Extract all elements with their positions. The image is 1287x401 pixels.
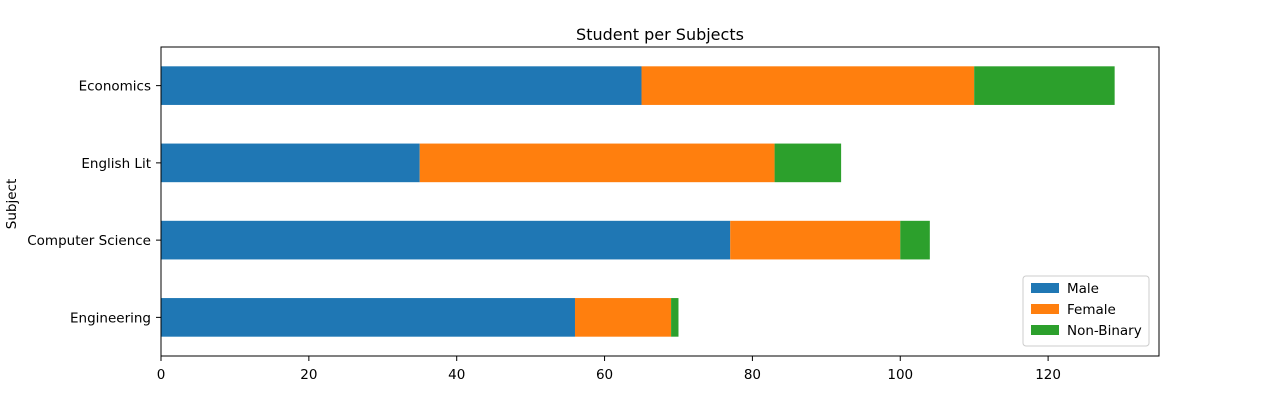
- bar-male-computer-science: [161, 220, 731, 260]
- bar-non-binary-engineering: [671, 298, 679, 337]
- plot-frame: [160, 46, 1160, 357]
- bar-female-economics: [641, 66, 975, 105]
- bar-non-binary-economics: [974, 66, 1115, 105]
- legend-swatch: [1031, 304, 1059, 314]
- bar-non-binary-computer-science: [900, 220, 930, 260]
- legend-label: Non-Binary: [1067, 323, 1142, 339]
- x-axis: 0 20 40 60 80 100 120: [157, 356, 1061, 383]
- y-tick-label: Economics: [79, 79, 151, 95]
- legend-swatch: [1031, 283, 1059, 293]
- y-axis-title: Subject: [4, 179, 20, 229]
- legend-label: Male: [1067, 281, 1099, 297]
- x-tick-label: 80: [744, 367, 761, 383]
- x-tick-label: 60: [596, 367, 613, 383]
- bar-male-economics: [161, 66, 642, 105]
- bar-male-engineering: [161, 298, 575, 337]
- y-tick-label: Engineering: [70, 310, 151, 326]
- x-tick-label: 0: [157, 367, 166, 383]
- bar-male-english-lit: [161, 143, 420, 183]
- y-tick-label: English Lit: [81, 156, 151, 172]
- bar-female-computer-science: [730, 220, 901, 260]
- legend-swatch: [1031, 325, 1059, 335]
- bar-female-engineering: [574, 298, 672, 337]
- x-tick-label: 40: [448, 367, 465, 383]
- legend-label: Female: [1067, 302, 1116, 318]
- x-tick-label: 100: [887, 367, 913, 383]
- bar-female-english-lit: [419, 143, 775, 183]
- x-tick-label: 20: [300, 367, 317, 383]
- x-tick-label: 120: [1035, 367, 1061, 383]
- bar-non-binary-english-lit: [774, 143, 842, 183]
- y-axis: Engineering Computer Science English Lit Ec…: [27, 79, 161, 326]
- y-tick-label: Computer Science: [27, 233, 151, 249]
- legend: Male Female Non-Binary: [1022, 275, 1150, 347]
- bars-group: [161, 66, 1115, 337]
- chart-title: Student per Subjects: [576, 25, 744, 44]
